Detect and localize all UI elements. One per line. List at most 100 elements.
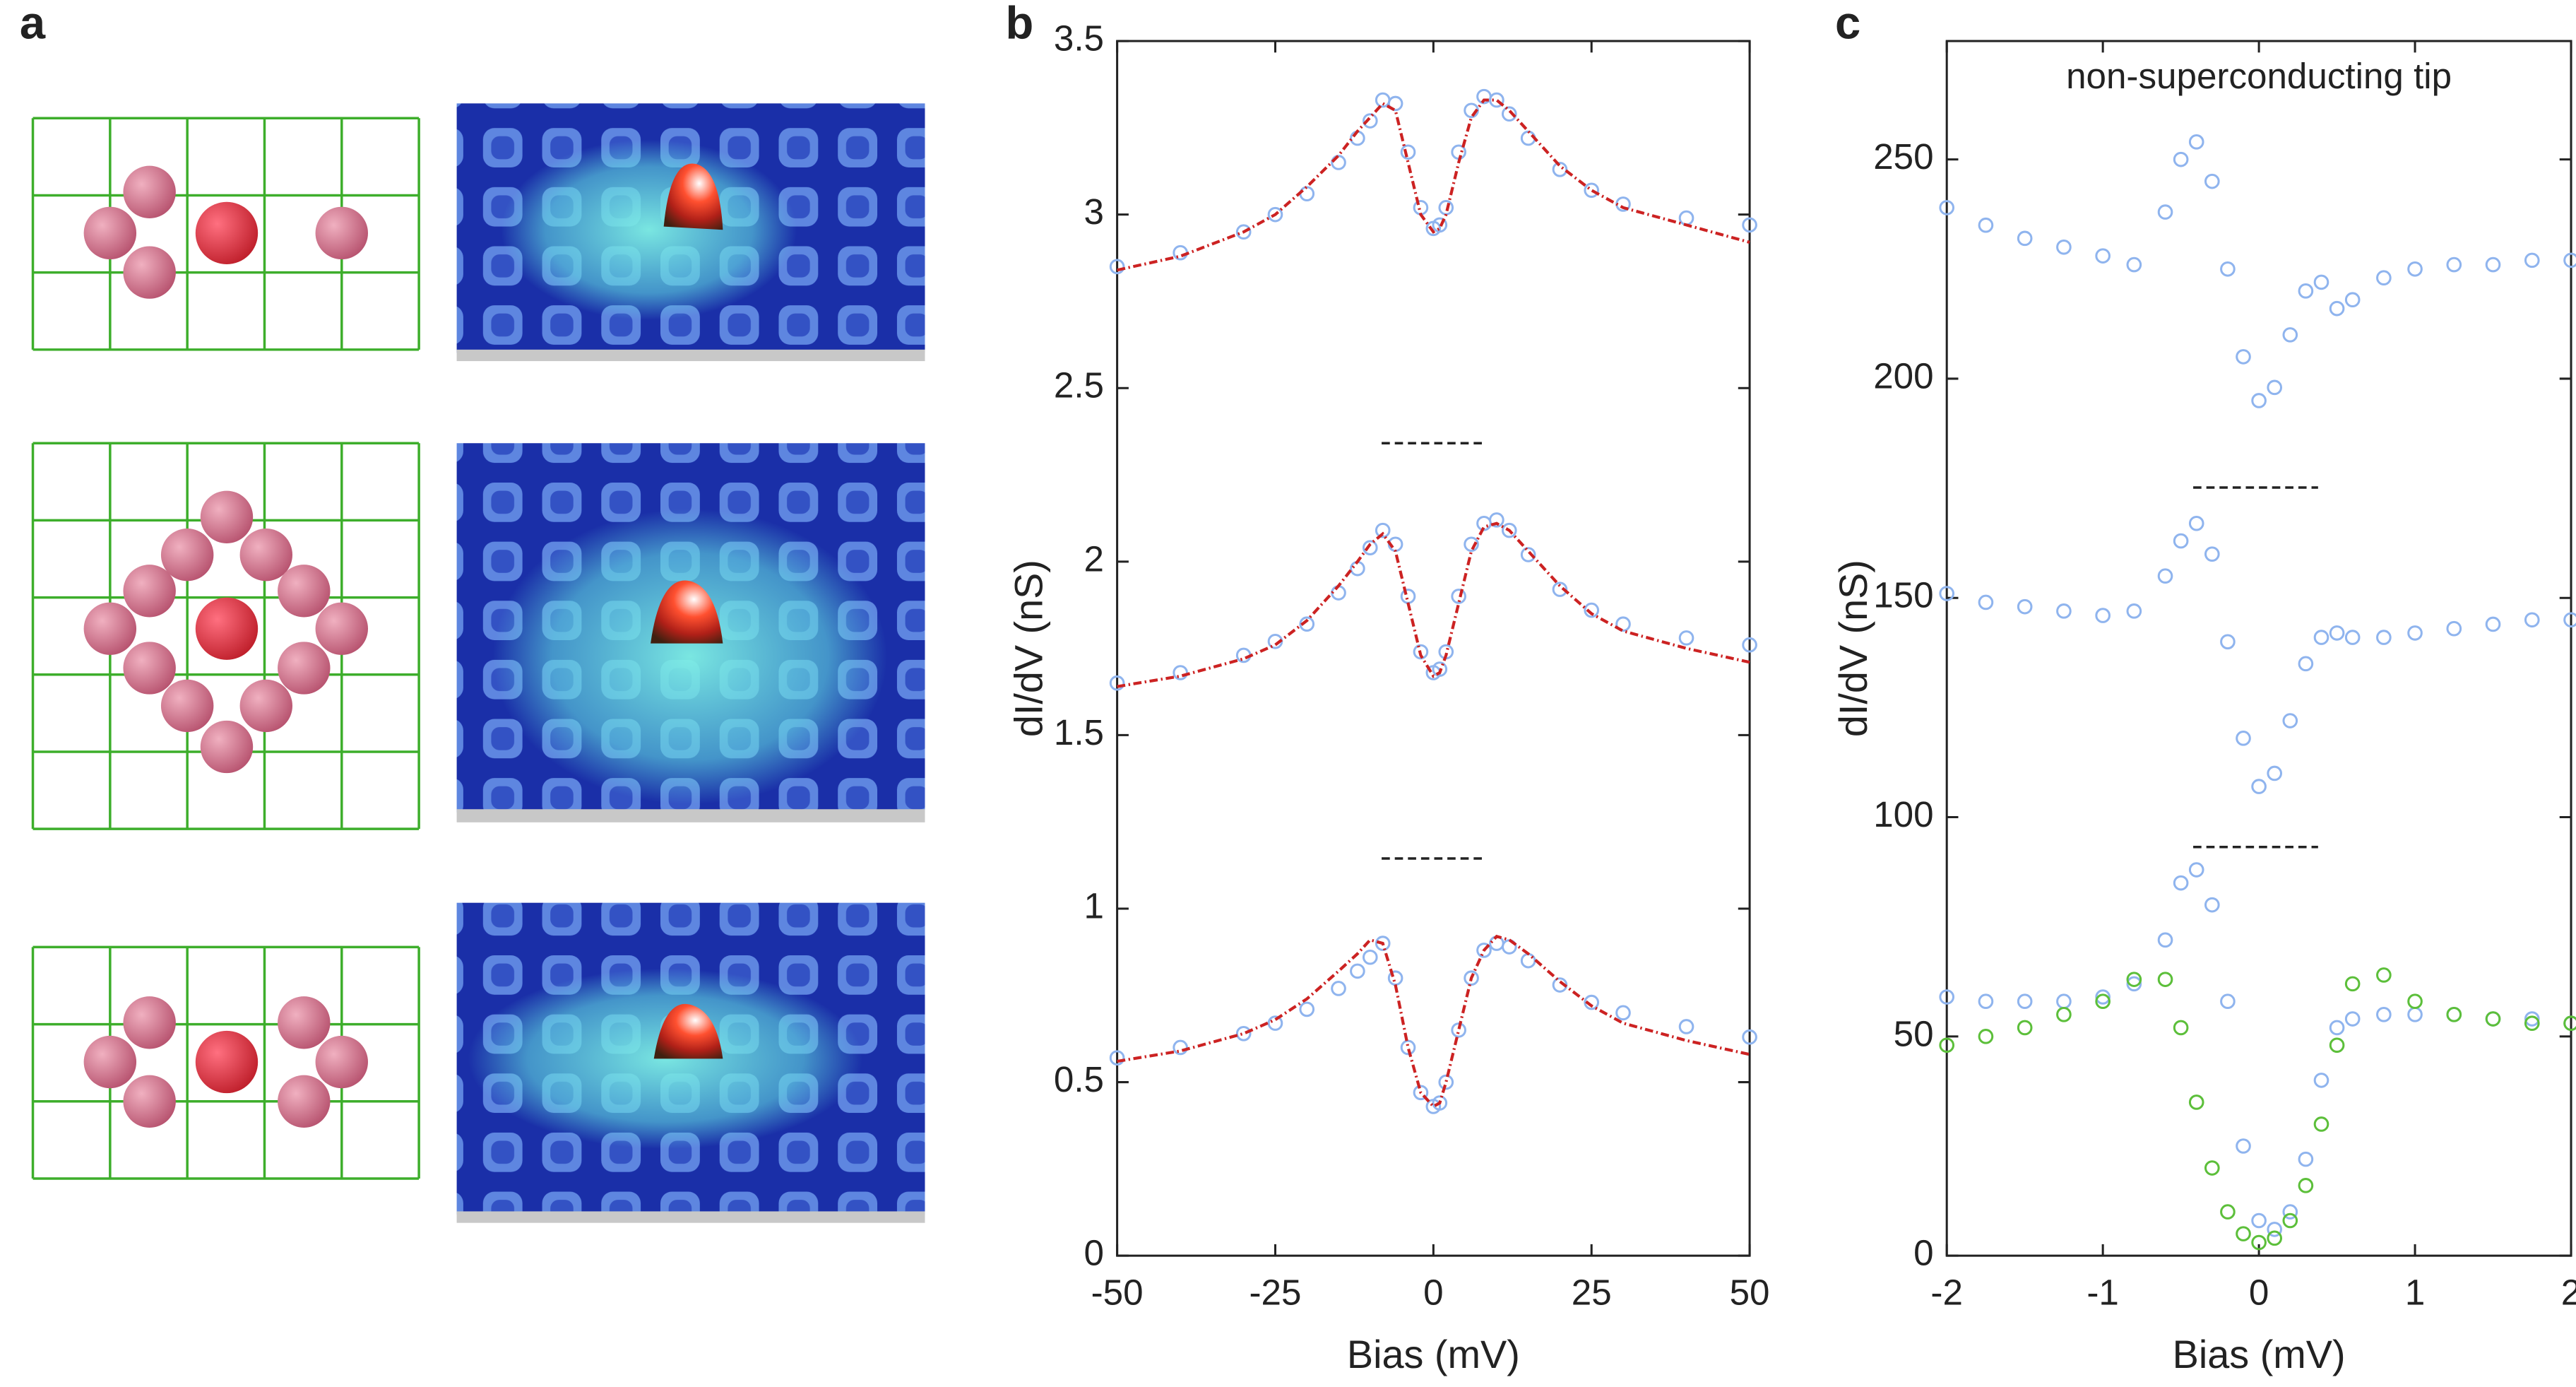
data-point xyxy=(1489,92,1504,108)
data-point xyxy=(1400,1039,1416,1056)
data-point xyxy=(1978,594,1994,610)
data-point xyxy=(1235,1026,1252,1041)
data-point xyxy=(1299,1001,1315,1017)
data-point xyxy=(2376,270,2392,286)
y-tick-label: 200 xyxy=(1873,355,1933,396)
data-point xyxy=(1413,644,1429,660)
data-point xyxy=(2563,612,2576,628)
data-point xyxy=(1267,206,1283,223)
data-point xyxy=(2126,603,2142,619)
data-point xyxy=(2188,515,2204,531)
data-point xyxy=(1331,981,1346,996)
x-axis-label: Bias (mV) xyxy=(1347,1333,1520,1376)
data-point xyxy=(1489,512,1504,528)
data-point xyxy=(2095,608,2111,623)
x-tick-label: 2 xyxy=(2561,1272,2576,1312)
data-point xyxy=(2313,1073,2329,1088)
data-point xyxy=(2204,546,2220,562)
data-point xyxy=(2126,256,2142,273)
data-point xyxy=(2126,972,2142,987)
data-point xyxy=(2282,1204,2298,1220)
x-axis-label: Bias (mV) xyxy=(2173,1333,2346,1376)
data-point xyxy=(2267,1222,2283,1237)
data-point xyxy=(2267,765,2283,781)
data-point xyxy=(2220,261,2236,277)
data-point xyxy=(1109,1050,1125,1066)
data-point xyxy=(1235,224,1252,240)
data-point xyxy=(2236,349,2251,365)
data-point xyxy=(1451,589,1466,604)
data-point xyxy=(2173,875,2189,891)
data-point xyxy=(1584,602,1600,618)
data-point xyxy=(2524,252,2540,268)
data-point xyxy=(1299,616,1315,632)
data-point xyxy=(2095,248,2111,264)
data-point xyxy=(1742,217,1757,233)
data-point xyxy=(2173,151,2189,167)
data-point xyxy=(1476,943,1492,958)
data-point xyxy=(2344,976,2361,992)
data-point xyxy=(1362,540,1378,555)
data-point xyxy=(1109,675,1125,691)
plot-frame xyxy=(1945,40,2572,1257)
data-point xyxy=(2407,1007,2423,1022)
data-point xyxy=(1173,244,1188,261)
data-point xyxy=(2407,993,2423,1010)
data-point xyxy=(1939,200,1954,216)
data-point xyxy=(1331,155,1346,170)
fit-line xyxy=(1117,521,1750,688)
data-point xyxy=(2329,1037,2345,1053)
data-point xyxy=(1552,582,1568,597)
data-point xyxy=(1438,200,1454,216)
separators xyxy=(1382,442,2318,860)
data-point xyxy=(1362,113,1378,129)
data-point xyxy=(2298,1151,2314,1167)
data-point xyxy=(2204,173,2220,189)
data-point xyxy=(1173,665,1188,680)
data-point xyxy=(1464,970,1479,986)
data-point xyxy=(1400,589,1416,604)
data-point xyxy=(1299,186,1315,201)
data-point xyxy=(2313,630,2329,645)
data-point xyxy=(1939,586,1954,601)
fit-line xyxy=(1117,934,1750,1109)
data-point xyxy=(1350,963,1365,979)
y-tick-label: 0 xyxy=(1084,1233,1104,1273)
data-point xyxy=(2126,976,2142,992)
data-point xyxy=(2329,1020,2345,1036)
data-point xyxy=(2282,1212,2298,1229)
data-point xyxy=(2267,379,2283,396)
data-point xyxy=(2157,972,2173,987)
data-point xyxy=(2188,1094,2204,1110)
data-point xyxy=(2251,779,2267,794)
panel-label: c xyxy=(1835,0,1860,48)
data-point xyxy=(1742,637,1757,653)
data-point xyxy=(2524,1011,2540,1027)
data-point xyxy=(1451,144,1466,160)
data-point xyxy=(2524,612,2540,628)
data-point xyxy=(2282,327,2298,343)
data-point xyxy=(2313,274,2329,290)
y-tick-label: 150 xyxy=(1873,575,1933,615)
y-tick-label: 3 xyxy=(1084,191,1104,232)
data-point xyxy=(2313,1116,2329,1132)
data-point xyxy=(2056,1007,2072,1022)
data-point xyxy=(1489,936,1504,951)
data-point xyxy=(2329,625,2345,641)
x-tick-label: 50 xyxy=(1730,1272,1770,1312)
data-point xyxy=(2563,1015,2576,1032)
data-point xyxy=(1387,95,1403,112)
x-tick-label: -2 xyxy=(1930,1272,1962,1312)
data-point xyxy=(1173,1039,1188,1056)
data-point xyxy=(2017,598,2033,615)
data-point xyxy=(1432,661,1448,677)
data-point xyxy=(2173,533,2189,549)
data-point xyxy=(1742,1029,1757,1045)
data-point xyxy=(1978,217,1994,233)
data-point xyxy=(2017,230,2033,247)
data-point xyxy=(2376,1007,2392,1022)
x-tick-label: 1 xyxy=(2405,1272,2425,1312)
data-point xyxy=(2282,713,2298,728)
y-tick-label: 0.5 xyxy=(1054,1059,1104,1099)
